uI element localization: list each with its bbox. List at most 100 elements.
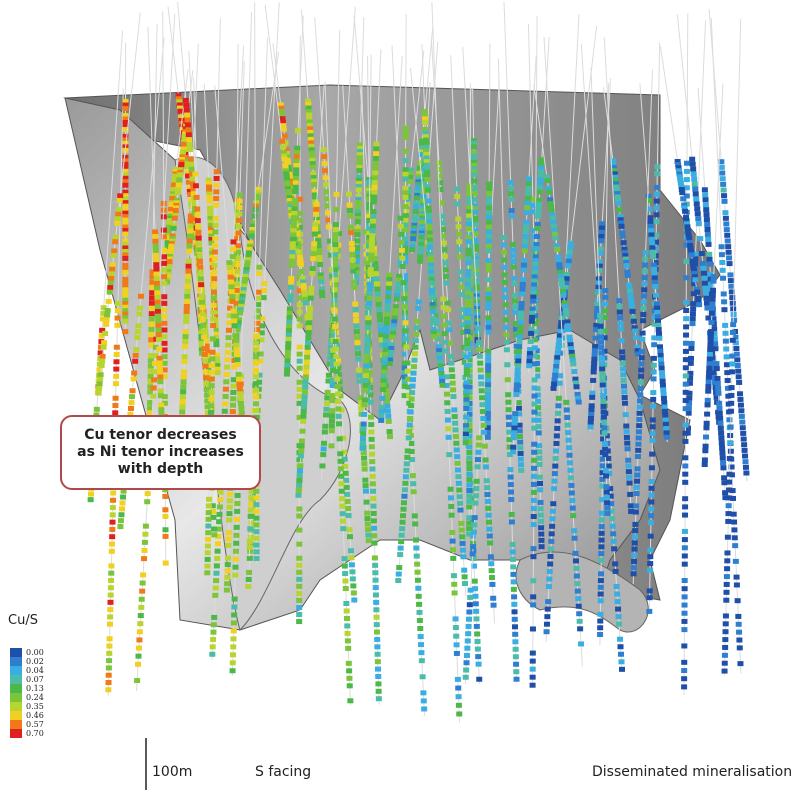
assay-interval — [153, 258, 159, 263]
assay-interval — [109, 549, 115, 554]
assay-interval — [184, 309, 190, 314]
assay-interval — [212, 223, 218, 228]
assay-interval — [530, 659, 536, 664]
assay-interval — [379, 405, 385, 410]
assay-interval — [231, 384, 237, 389]
assay-interval — [566, 254, 572, 259]
assay-interval — [147, 400, 153, 405]
assay-interval — [616, 207, 622, 212]
assay-interval — [601, 404, 607, 409]
assay-interval — [730, 301, 736, 306]
assay-interval — [706, 242, 712, 247]
assay-interval — [686, 411, 692, 416]
assay-interval — [466, 617, 472, 622]
assay-interval — [472, 579, 478, 584]
assay-interval — [113, 396, 119, 401]
assay-interval — [200, 311, 206, 316]
assay-interval — [464, 385, 470, 390]
assay-interval — [441, 240, 447, 245]
assay-interval — [374, 287, 380, 292]
assay-interval — [464, 380, 470, 385]
assay-interval — [410, 377, 416, 382]
assay-interval — [624, 263, 630, 268]
assay-interval — [486, 225, 492, 230]
assay-interval — [634, 491, 640, 496]
assay-interval — [654, 301, 660, 306]
assay-interval — [623, 412, 629, 417]
assay-interval — [286, 328, 292, 333]
assay-interval — [526, 177, 532, 182]
assay-interval — [456, 239, 462, 244]
assay-interval — [622, 401, 628, 406]
assay-interval — [719, 445, 725, 450]
assay-interval — [651, 271, 657, 276]
assay-interval — [726, 250, 732, 255]
assay-interval — [643, 250, 649, 255]
assay-interval — [181, 359, 187, 364]
assay-interval — [318, 279, 324, 284]
assay-interval — [604, 490, 610, 495]
assay-interval — [590, 378, 596, 383]
assay-interval — [371, 190, 377, 195]
assay-interval — [597, 612, 603, 617]
assay-interval — [704, 222, 710, 227]
assay-interval — [523, 229, 529, 234]
assay-interval — [597, 625, 603, 630]
assay-interval — [454, 186, 460, 191]
assay-interval — [225, 556, 231, 561]
assay-interval — [448, 495, 454, 500]
assay-interval — [730, 338, 736, 343]
assay-interval — [464, 342, 470, 347]
assay-interval — [724, 550, 730, 555]
assay-interval — [551, 486, 557, 491]
assay-interval — [332, 324, 338, 329]
assay-interval — [693, 191, 699, 196]
assay-interval — [512, 304, 518, 309]
assay-interval — [525, 191, 531, 196]
assay-interval — [718, 426, 724, 431]
assay-interval — [299, 429, 305, 434]
assay-interval — [186, 264, 192, 269]
assay-interval — [254, 327, 260, 332]
assay-interval — [231, 605, 237, 610]
assay-interval — [502, 295, 508, 300]
assay-interval — [303, 379, 309, 384]
assay-interval — [564, 272, 570, 277]
assay-interval — [463, 427, 469, 432]
assay-interval — [333, 347, 339, 352]
assay-interval — [118, 512, 124, 517]
assay-interval — [370, 489, 376, 494]
assay-interval — [604, 495, 610, 500]
assay-interval — [299, 443, 305, 448]
assay-interval — [710, 279, 716, 284]
assay-interval — [720, 182, 726, 187]
assay-interval — [380, 383, 386, 388]
assay-interval — [531, 514, 537, 519]
assay-interval — [485, 401, 491, 406]
assay-interval — [375, 659, 381, 664]
assay-interval — [724, 362, 730, 367]
assay-interval — [602, 447, 608, 452]
assay-interval — [537, 500, 543, 505]
assay-interval — [410, 371, 416, 376]
assay-interval — [694, 290, 700, 295]
assay-interval — [511, 259, 517, 264]
assay-interval — [371, 511, 377, 516]
assay-interval — [441, 305, 447, 310]
assay-interval — [530, 203, 536, 208]
legend-label: 0.00 — [26, 648, 44, 657]
assay-interval — [368, 429, 374, 434]
assay-interval — [183, 98, 189, 103]
assay-interval — [623, 424, 629, 429]
assay-interval — [454, 651, 460, 656]
assay-interval — [297, 387, 303, 392]
assay-interval — [604, 484, 610, 489]
assay-interval — [476, 340, 482, 345]
assay-interval — [621, 384, 627, 389]
assay-interval — [227, 265, 233, 270]
assay-interval — [484, 485, 490, 490]
assay-interval — [105, 687, 111, 692]
assay-interval — [374, 622, 380, 627]
assay-interval — [399, 533, 405, 538]
assay-interval — [225, 543, 231, 548]
